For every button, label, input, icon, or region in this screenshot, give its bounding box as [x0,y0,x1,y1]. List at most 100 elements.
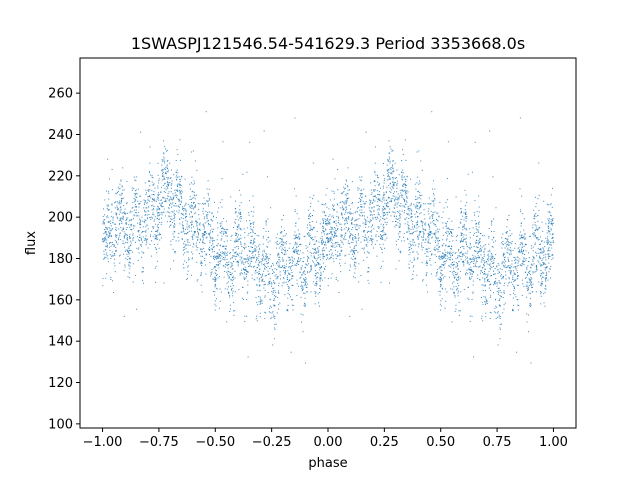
data-point [319,285,321,287]
data-point [378,212,380,214]
data-point [336,230,338,232]
data-point [415,222,417,224]
data-point [124,208,126,210]
data-point [503,266,505,268]
data-point [389,162,391,164]
data-point [309,242,311,244]
data-point [401,189,403,191]
data-point [129,212,131,214]
data-point [264,268,266,270]
data-point [359,179,361,181]
data-point [514,266,516,268]
data-point [196,221,198,223]
data-point [495,207,497,209]
data-point [423,209,425,211]
data-point [107,258,109,260]
data-point [296,261,298,263]
data-point [254,245,256,247]
data-point [269,307,270,309]
data-point [330,238,332,240]
data-point [319,256,321,258]
data-point [447,227,449,229]
data-point [526,281,528,283]
data-point [413,270,415,272]
data-point [522,283,524,285]
data-point [530,276,532,278]
data-point [240,194,242,196]
data-point [497,262,499,264]
data-point [496,282,498,284]
data-point [301,273,303,275]
data-point [128,272,130,274]
data-point [532,264,534,266]
data-point [223,245,224,247]
data-point [228,276,230,278]
data-point [438,216,440,218]
data-point [107,209,109,211]
data-point [283,242,285,244]
data-point [165,198,167,200]
data-point [231,272,233,274]
data-point [484,244,486,246]
data-point [252,243,254,245]
data-point [418,202,420,204]
data-point [409,260,411,262]
data-point [404,206,406,208]
data-point [233,261,235,263]
data-point [185,245,187,247]
data-point [352,250,354,252]
data-point [307,272,309,274]
data-point [503,285,505,287]
data-point [214,279,216,281]
data-point [505,238,507,240]
data-point [443,257,445,259]
data-point [481,284,483,286]
data-point [179,183,181,185]
data-point [472,271,474,273]
data-point [545,267,547,269]
data-point [334,243,336,245]
data-point [357,233,359,235]
data-point [378,183,380,185]
data-point [157,162,159,164]
data-point [534,271,536,273]
data-point [423,203,425,205]
data-point [110,234,112,236]
data-point [114,258,116,260]
data-point [346,222,348,224]
data-point [476,222,478,224]
data-point [310,266,312,268]
data-point [282,235,284,237]
data-point [513,256,515,258]
data-point [305,264,307,266]
data-point [434,248,436,250]
data-point [311,269,313,271]
data-point [329,256,331,258]
data-point [418,202,420,204]
data-point [188,259,190,261]
data-point [151,201,153,203]
data-point [316,240,318,242]
data-point [268,273,270,275]
data-point [437,248,439,250]
data-point [347,189,349,191]
data-point [182,207,184,209]
data-point [447,221,448,223]
data-point [257,304,259,306]
data-point [451,252,453,254]
data-point [521,294,523,296]
data-point [395,220,397,222]
data-point [325,194,327,196]
data-point [172,202,174,204]
data-point [221,255,223,257]
data-point [342,202,344,204]
data-point [276,263,278,265]
data-point [294,117,296,119]
data-point [467,273,469,275]
data-point [157,185,159,187]
data-point [526,313,528,315]
data-point [307,271,309,273]
data-point [237,240,239,242]
data-point [490,255,492,257]
data-point [135,190,136,192]
